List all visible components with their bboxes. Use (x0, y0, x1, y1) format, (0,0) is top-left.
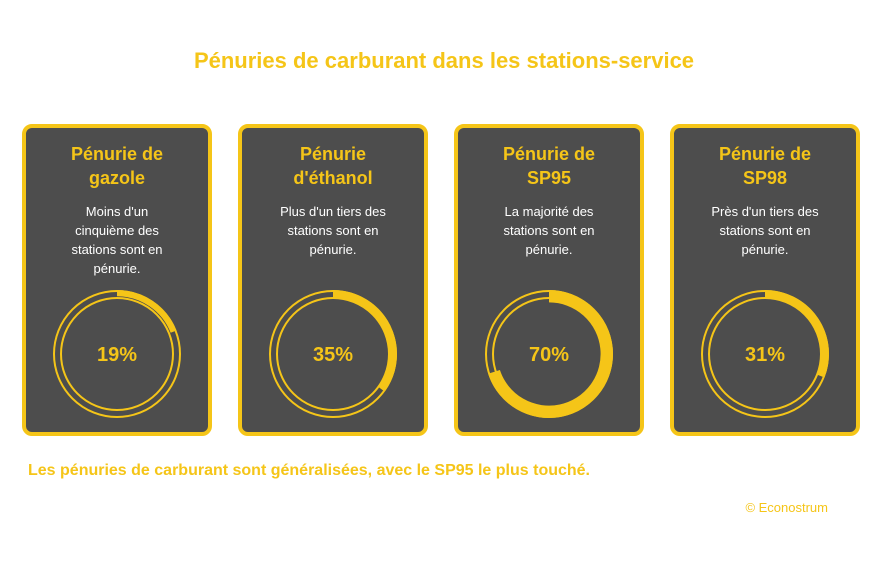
card-description: Près d'un tiers des stations sont en pénur… (686, 202, 844, 259)
card-description-line: stations sont en (503, 223, 595, 238)
donut-value-arc (116, 290, 177, 333)
card-1: Pénurie de gazole Moins d'un cinquième des s… (22, 124, 212, 436)
card-title: Pénurie de SP95 (466, 142, 632, 190)
card-description-line: pénurie. (741, 242, 789, 257)
card-title: Pénurie de SP98 (682, 142, 848, 190)
donut-value-arc (764, 290, 829, 378)
cards-row: Pénurie de gazole Moins d'un cinquième des s… (22, 124, 866, 440)
chart-title: Pénuries de carburant dans les stations-… (193, 48, 695, 73)
card-title-line: Pénurie de (70, 144, 164, 164)
donut-value-arc (332, 290, 397, 392)
card-4: Pénurie de SP98 Près d'un tiers des station… (670, 124, 860, 436)
donut-track (60, 297, 174, 411)
card-title-line: Pénurie de (502, 144, 596, 164)
card-description-line: pénurie. (309, 242, 357, 257)
card-description-line: cinquième des (75, 223, 159, 238)
card-title: Pénurie de gazole (34, 142, 200, 190)
card-title-line: d'éthanol (293, 168, 373, 188)
card-description: Plus d'un tiers des stations sont en pénur… (254, 202, 412, 259)
card-description-line: La majorité des (504, 204, 594, 219)
card-description-line: pénurie. (93, 261, 141, 276)
donut-chart: 70% (485, 290, 613, 418)
card-description-line: stations sont en (287, 223, 379, 238)
card-description: Moins d'un cinquième des stations sont en p… (38, 202, 196, 278)
donut-chart: 19% (53, 290, 181, 418)
donut-value-label: 35% (313, 344, 353, 366)
donut-chart: 35% (269, 290, 397, 418)
card-3: Pénurie de SP95 La majorité des stations so… (454, 124, 644, 436)
footer-caption: Les pénuries de carburant sont généralis… (28, 462, 590, 479)
donut-value-label: 70% (529, 344, 569, 366)
credit-text: © Econostrum (745, 500, 828, 515)
card-title-line: gazole (88, 168, 145, 188)
card-title-line: Pénurie (299, 144, 367, 164)
donut-track (708, 297, 822, 411)
donut-value-label: 31% (745, 344, 785, 366)
donut-value-arc (488, 290, 613, 418)
card-description-line: Près d'un tiers des (711, 204, 819, 219)
donut-value-label: 19% (97, 344, 137, 366)
card-description-line: pénurie. (525, 242, 573, 257)
card-description-line: Plus d'un tiers des (280, 204, 386, 219)
card-title-line: SP95 (526, 168, 572, 188)
card-description-line: Moins d'un (85, 204, 149, 219)
card-2: Pénurie d'éthanol Plus d'un tiers des stati… (238, 124, 428, 436)
card-title-line: SP98 (742, 168, 788, 188)
card-title-line: Pénurie de (718, 144, 812, 164)
card-description: La majorité des stations sont en pénurie. (470, 202, 628, 259)
card-description-line: stations sont en (719, 223, 811, 238)
card-description-line: stations sont en (71, 242, 163, 257)
donut-chart: 31% (701, 290, 829, 418)
card-title: Pénurie d'éthanol (250, 142, 416, 190)
